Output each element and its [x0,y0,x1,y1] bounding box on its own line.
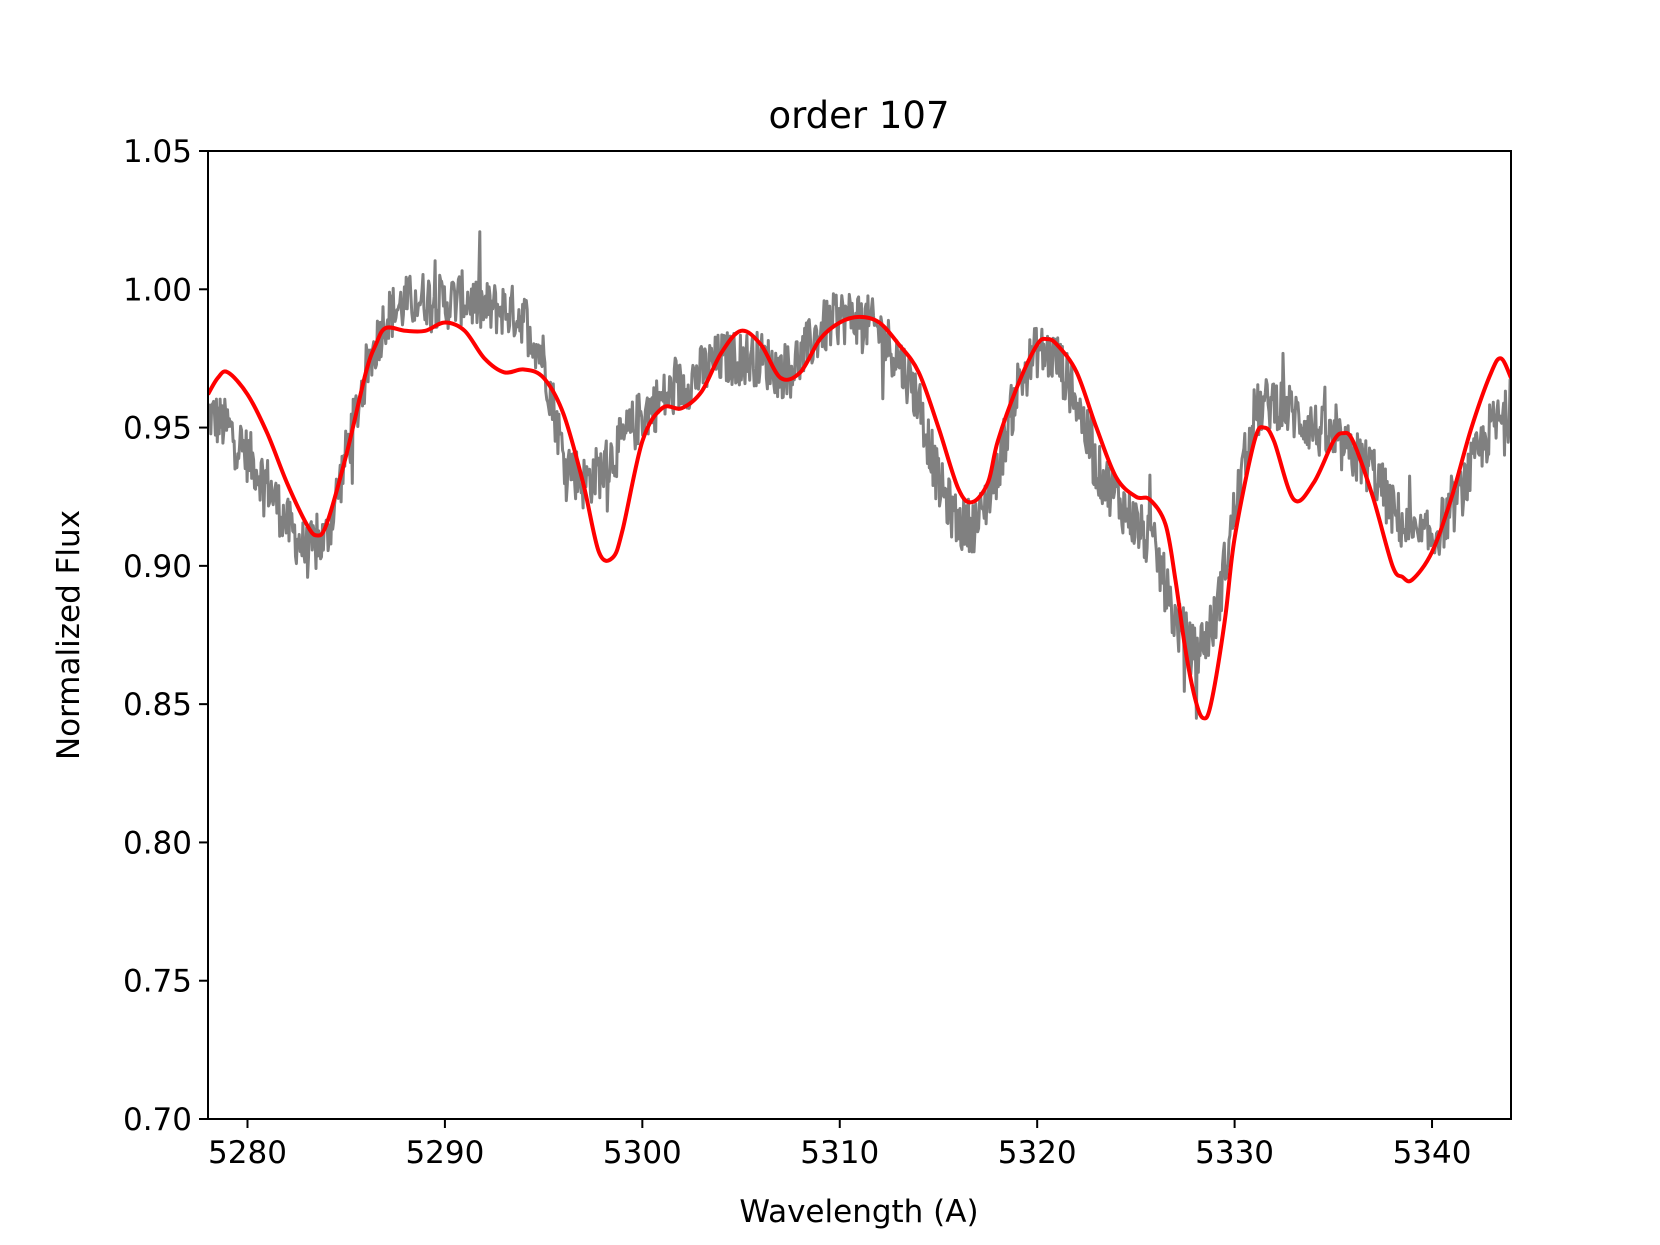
x-tick-label: 5310 [800,1135,879,1171]
y-tick-label: 0.80 [123,825,192,861]
observed-spectrum-line [208,230,1511,720]
x-tick-label: 5290 [405,1135,484,1171]
series-layer [208,230,1511,721]
chart-title: order 107 [768,94,949,137]
y-tick-label: 0.90 [123,549,192,585]
y-tick-label: 1.05 [123,134,192,170]
x-tick-label: 5280 [208,1135,287,1171]
y-tick-label: 0.85 [123,687,192,723]
plot-frame [207,150,1512,1120]
x-axis-ticks: 5280 5290 5300 5310 5320 5330 5340 [208,1119,1471,1171]
x-tick-label: 5340 [1393,1135,1472,1171]
x-tick-label: 5300 [603,1135,682,1171]
model-fit-line [208,314,1511,721]
x-axis-label: Wavelength (A) [739,1194,978,1230]
y-tick-label: 0.70 [123,1102,192,1138]
y-tick-label: 1.00 [123,272,192,308]
x-tick-label: 5330 [1195,1135,1274,1171]
y-axis-ticks: 0.70 0.75 0.80 0.85 0.90 0.95 1.00 1.05 [123,134,208,1138]
y-axis-label: Normalized Flux [51,510,87,760]
x-tick-label: 5320 [998,1135,1077,1171]
y-tick-label: 0.75 [123,964,192,1000]
y-tick-label: 0.95 [123,411,192,447]
